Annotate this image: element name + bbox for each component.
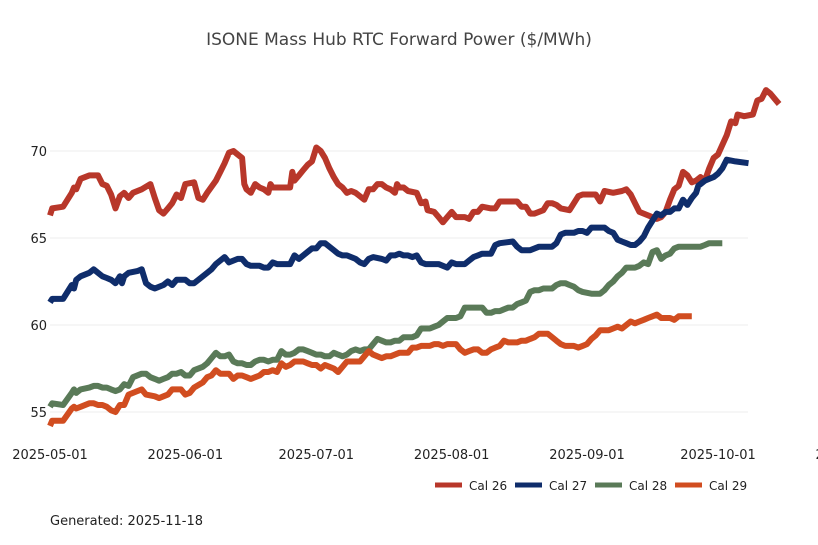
- x-tick-label: 2025-09-01: [549, 448, 625, 463]
- x-tick-label: 2025-10-01: [680, 448, 756, 463]
- series-line-cal-26: [47, 87, 782, 226]
- generated-footer: Generated: 2025-11-18: [50, 514, 203, 529]
- legend-label: Cal 26: [469, 479, 507, 493]
- legend-label: Cal 27: [549, 479, 587, 493]
- x-tick-label: 2025-08-01: [414, 448, 490, 463]
- legend-label: Cal 29: [709, 479, 747, 493]
- series-lines: [47, 87, 782, 428]
- series-line-cal-27: [47, 156, 749, 304]
- y-tick-label: 60: [30, 319, 47, 334]
- series-line-cal-28: [47, 240, 723, 409]
- x-tick-label: 2025-06-01: [148, 448, 224, 463]
- x-tick-label: 2025-11-01: [816, 448, 818, 463]
- series-line-cal-29: [47, 311, 692, 428]
- y-tick-label: 55: [30, 406, 47, 421]
- y-tick-label: 65: [30, 232, 47, 247]
- legend-label: Cal 28: [629, 479, 667, 493]
- legend: Cal 26 Cal 27 Cal 28 Cal 29: [435, 479, 747, 493]
- chart-title: ISONE Mass Hub RTC Forward Power ($/MWh): [206, 30, 592, 50]
- x-tick-label: 2025-07-01: [279, 448, 355, 463]
- y-axis: 55 60 65 70: [30, 145, 47, 421]
- y-tick-label: 70: [30, 145, 47, 160]
- x-tick-label: 2025-05-01: [12, 448, 88, 463]
- x-axis: 2025-05-01 2025-06-01 2025-07-01 2025-08-01…: [12, 448, 818, 463]
